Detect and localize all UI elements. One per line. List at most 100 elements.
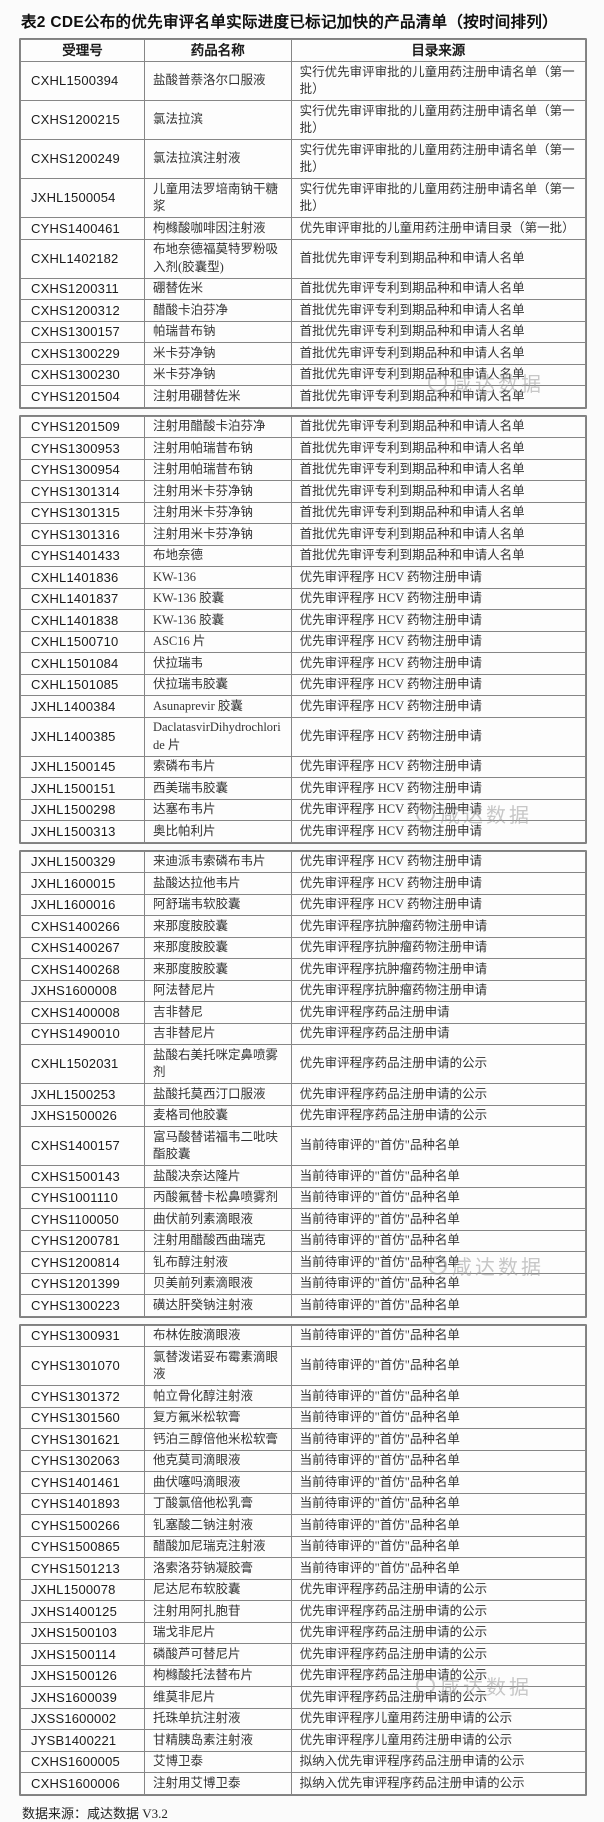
drug-name-cell: 钙泊三醇倍他米松软膏 [143, 1428, 292, 1451]
drug-name-cell: 托珠单抗注射液 [143, 1707, 292, 1730]
catalog-source-cell: 优先审评程序药品注册申请的公示 [290, 1664, 587, 1687]
table-row: CXHL1401837 KW-136 胶囊 优先审评程序 HCV 药物注册申请 [20, 587, 587, 610]
table-row: CXHS1400268 来那度胺胶囊 优先审评程序抗肿瘤药物注册申请 [20, 958, 587, 981]
acceptance-no-cell: CYHS1301070 [20, 1346, 145, 1386]
table-segment: 受理号 药品名称 目录来源 CXHL1500394 盐酸普萘洛尔口服液 实行优先审评审批的… [20, 39, 587, 408]
table-row: JXHL1400384 Asunaprevir 胶囊 优先审评程序 HCV 药物注册… [20, 695, 587, 718]
acceptance-no-cell: JXSS1600002 [20, 1707, 145, 1730]
catalog-source-cell: 首批优先审评专利到期品种和申请人名单 [290, 342, 587, 365]
acceptance-no-cell: JXHL1500151 [20, 777, 145, 800]
acceptance-no-cell: CXHL1501084 [20, 652, 145, 675]
acceptance-no-cell: JXHS1600008 [20, 979, 145, 1002]
drug-name-cell: 布林佐胺滴眼液 [143, 1324, 292, 1347]
drug-name-cell: 磺达肝癸钠注射液 [143, 1294, 292, 1317]
drug-name-cell: 曲伏前列素滴眼液 [143, 1208, 292, 1231]
acceptance-no-cell: CXHS1200312 [20, 299, 145, 322]
table-row: CXHS1300157 帕瑞昔布钠 首批优先审评专利到期品种和申请人名单 [20, 320, 587, 343]
table-row: CYHS1500266 钆塞酸二钠注射液 当前待审评的"首仿"品种名单 [20, 1514, 587, 1537]
catalog-source-cell: 当前待审评的"首仿"品种名单 [290, 1208, 587, 1231]
catalog-source-cell: 实行优先审评审批的儿童用药注册申请名单（第一批） [290, 100, 587, 140]
table-row: JXHS1600008 阿法替尼片 优先审评程序抗肿瘤药物注册申请 [20, 979, 587, 1002]
acceptance-no-cell: CYHS1302063 [20, 1449, 145, 1472]
catalog-source-cell: 优先审评程序药品注册申请的公示 [290, 1044, 587, 1084]
header-row: 受理号 药品名称 目录来源 [20, 39, 587, 62]
drug-name-cell: 伏拉瑞韦胶囊 [143, 673, 292, 696]
acceptance-no-cell: CYHS1501213 [20, 1557, 145, 1580]
acceptance-no-cell: JXHL1500253 [20, 1083, 145, 1106]
table-row: JXHL1500298 达塞布韦片 优先审评程序 HCV 药物注册申请 [20, 798, 587, 821]
table-segment: CYHS1201509 注射用醋酸卡泊芬净 首批优先审评专利到期品种和申请人名单 CY… [20, 415, 587, 843]
drug-name-cell: 硼替佐米 [143, 277, 292, 300]
table-title: 表2 CDE公布的优先审评名单实际进度已标记加快的产品清单（按时间排列） [21, 14, 558, 31]
table-row: JXSS1600002 托珠单抗注射液 优先审评程序儿童用药注册申请的公示 [20, 1707, 587, 1730]
acceptance-no-cell: CYHS1201504 [20, 385, 145, 408]
table-row: CXHS1200215 氯法拉滨 实行优先审评审批的儿童用药注册申请名单（第一批） [20, 100, 587, 140]
catalog-source-cell: 优先审评程序 HCV 药物注册申请 [290, 820, 587, 843]
catalog-source-cell: 首批优先审评专利到期品种和申请人名单 [290, 385, 587, 408]
table-row: CYHS1201504 注射用硼替佐米 首批优先审评专利到期品种和申请人名单 [20, 385, 587, 408]
catalog-source-cell: 当前待审评的"首仿"品种名单 [290, 1294, 587, 1317]
acceptance-no-cell: CYHS1401461 [20, 1471, 145, 1494]
table-row: CXHS1400157 富马酸替诺福韦二吡呋酯胶囊 当前待审评的"首仿"品种名单 [20, 1126, 587, 1166]
catalog-source-cell: 优先审评程序抗肿瘤药物注册申请 [290, 915, 587, 938]
table-row: CYHS1300931 布林佐胺滴眼液 当前待审评的"首仿"品种名单 [20, 1324, 587, 1347]
acceptance-no-cell: CYHS1300953 [20, 437, 145, 460]
table-row: CXHL1502031 盐酸右美托咪定鼻喷雾剂 优先审评程序药品注册申请的公示 [20, 1044, 587, 1084]
table-segment: JXHL1500329 来迪派韦索磷布韦片 优先审评程序 HCV 药物注册申请 JXH… [20, 850, 587, 1317]
catalog-source-cell: 当前待审评的"首仿"品种名单 [290, 1165, 587, 1188]
acceptance-no-cell: CXHS1600006 [20, 1772, 145, 1795]
drug-name-cell: KW-136 [143, 566, 292, 589]
catalog-source-cell: 首批优先审评专利到期品种和申请人名单 [290, 544, 587, 567]
catalog-source-cell: 优先审评程序儿童用药注册申请的公示 [290, 1729, 587, 1752]
drug-name-cell: 磷酸芦可替尼片 [143, 1643, 292, 1666]
drug-name-cell: KW-136 胶囊 [143, 609, 292, 632]
acceptance-no-cell: CYHS1500865 [20, 1535, 145, 1558]
acceptance-no-cell: JXHS1400125 [20, 1600, 145, 1623]
catalog-source-cell: 当前待审评的"首仿"品种名单 [290, 1406, 587, 1429]
acceptance-no-cell: CXHL1401836 [20, 566, 145, 589]
acceptance-no-cell: JXHS1500103 [20, 1621, 145, 1644]
drug-name-cell: 富马酸替诺福韦二吡呋酯胶囊 [143, 1126, 292, 1166]
table-row: CYHS1201509 注射用醋酸卡泊芬净 首批优先审评专利到期品种和申请人名单 [20, 415, 587, 438]
catalog-source-cell: 首批优先审评专利到期品种和申请人名单 [290, 238, 587, 279]
drug-name-cell: 注射用米卡芬净钠 [143, 523, 292, 546]
table-row: CYHS1401433 布地奈德 首批优先审评专利到期品种和申请人名单 [20, 544, 587, 567]
catalog-source-cell: 优先审评审批的儿童用药注册申请目录（第一批） [290, 217, 587, 240]
drug-name-cell: 氯法拉滨 [143, 100, 292, 140]
table-row: CYHS1301070 氯替泼诺妥布霉素滴眼液 当前待审评的"首仿"品种名单 [20, 1346, 587, 1386]
acceptance-no-cell: CXHL1500710 [20, 630, 145, 653]
table-row: CXHL1501085 伏拉瑞韦胶囊 优先审评程序 HCV 药物注册申请 [20, 673, 587, 696]
drug-name-cell: 来那度胺胶囊 [143, 936, 292, 959]
catalog-source-cell: 优先审评程序 HCV 药物注册申请 [290, 716, 587, 757]
catalog-source-cell: 实行优先审评审批的儿童用药注册申请名单（第一批） [290, 178, 587, 218]
table-row: CYHS1200814 钆布醇注射液 当前待审评的"首仿"品种名单 [20, 1251, 587, 1274]
drug-name-cell: 维莫非尼片 [143, 1686, 292, 1709]
table-row: JXHL1600015 盐酸达拉他韦片 优先审评程序 HCV 药物注册申请 [20, 872, 587, 895]
catalog-source-cell: 优先审评程序 HCV 药物注册申请 [290, 673, 587, 696]
acceptance-no-cell: JXHS1500114 [20, 1643, 145, 1666]
catalog-source-cell: 拟纳入优先审评程序药品注册申请的公示 [290, 1750, 587, 1773]
acceptance-no-cell: CXHS1400157 [20, 1126, 145, 1166]
drug-name-cell: 帕瑞昔布钠 [143, 320, 292, 343]
drug-name-cell: 帕立骨化醇注射液 [143, 1385, 292, 1408]
catalog-source-cell: 优先审评程序 HCV 药物注册申请 [290, 850, 587, 873]
table-row: CXHL1500394 盐酸普萘洛尔口服液 实行优先审评审批的儿童用药注册申请名单（… [20, 61, 587, 101]
table-row: JXHS1400125 注射用阿扎胞苷 优先审评程序药品注册申请的公示 [20, 1600, 587, 1623]
acceptance-no-cell: CXHL1402182 [20, 238, 145, 279]
acceptance-no-cell: CYHS1201509 [20, 415, 145, 438]
acceptance-no-cell: CYHS1400461 [20, 217, 145, 240]
drug-name-cell: 甘精胰岛素注射液 [143, 1729, 292, 1752]
drug-name-cell: 来迪派韦索磷布韦片 [143, 850, 292, 873]
drug-name-cell: 丁酸氯倍他松乳膏 [143, 1492, 292, 1515]
catalog-source-cell: 当前待审评的"首仿"品种名单 [290, 1535, 587, 1558]
acceptance-no-cell: CYHS1001110 [20, 1186, 145, 1209]
table-row: CYHS1400461 枸橼酸咖啡因注射液 优先审评审批的儿童用药注册申请目录（第一… [20, 217, 587, 240]
catalog-source-cell: 当前待审评的"首仿"品种名单 [290, 1324, 587, 1347]
acceptance-no-cell: JXHL1500329 [20, 850, 145, 873]
acceptance-no-cell: CYHS1100050 [20, 1208, 145, 1231]
catalog-source-cell: 当前待审评的"首仿"品种名单 [290, 1251, 587, 1274]
drug-name-cell: 儿童用法罗培南钠干糖浆 [143, 178, 292, 218]
table-row: JYSB1400221 甘精胰岛素注射液 优先审评程序儿童用药注册申请的公示 [20, 1729, 587, 1752]
catalog-source-cell: 首批优先审评专利到期品种和申请人名单 [290, 363, 587, 386]
catalog-source-cell: 优先审评程序抗肿瘤药物注册申请 [290, 979, 587, 1002]
